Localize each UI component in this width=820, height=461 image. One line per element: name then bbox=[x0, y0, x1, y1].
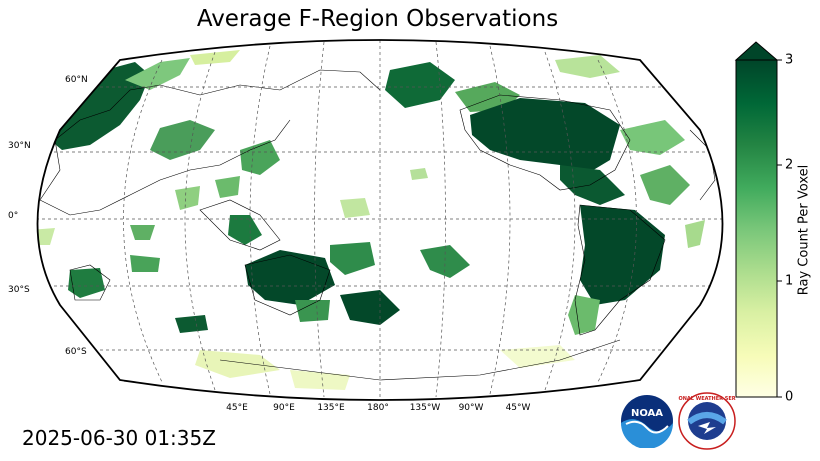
colorbar-tick-0: 0 bbox=[785, 389, 794, 405]
colorbar-label: Ray Count Per Voxel bbox=[796, 164, 812, 296]
lon-label-45e: 45°E bbox=[226, 403, 248, 413]
lat-label-30s: 30°S bbox=[8, 285, 30, 295]
lat-label-equator: 0° bbox=[8, 211, 19, 221]
colorbar bbox=[734, 41, 782, 398]
graticule bbox=[37, 40, 723, 398]
heatmap-europe bbox=[50, 62, 150, 150]
svg-text:NOAA: NOAA bbox=[631, 408, 663, 419]
timestamp: 2025-06-30 01:35Z bbox=[22, 426, 216, 450]
colorbar-tick-1: 1 bbox=[785, 273, 794, 289]
heatmap-alaska bbox=[385, 62, 455, 108]
map-title: Average F-Region Observations bbox=[196, 6, 559, 32]
colorbar-tick-2: 2 bbox=[785, 157, 794, 173]
lon-label-180: 180° bbox=[367, 403, 389, 413]
lon-label-45w: 45°W bbox=[505, 403, 531, 413]
heatmap-north-america bbox=[470, 98, 620, 175]
lat-label-60s: 60°S bbox=[65, 347, 87, 357]
heatmap-east-asia bbox=[240, 140, 280, 175]
lat-label-60n: 60°N bbox=[65, 75, 88, 85]
globe-outline bbox=[36, 39, 724, 401]
lon-label-90e: 90°E bbox=[273, 403, 295, 413]
colorbar-gradient bbox=[735, 59, 778, 398]
heatmap-australia bbox=[68, 268, 105, 298]
heatmap-indian-ocean bbox=[340, 290, 400, 325]
noaa-logo-icon: NOAA bbox=[621, 395, 673, 448]
heatmap-data bbox=[37, 50, 705, 390]
svg-text:NATIONAL WEATHER SERVICE: NATIONAL WEATHER SERVICE bbox=[678, 396, 736, 402]
lon-label-135w: 135°W bbox=[409, 403, 441, 413]
colorbar-extend-arrow bbox=[734, 41, 779, 61]
colorbar-tick-3: 3 bbox=[785, 52, 794, 68]
heatmap-south-america bbox=[580, 205, 665, 305]
lat-label-30n: 30°N bbox=[8, 141, 31, 151]
lon-label-90w: 90°W bbox=[458, 403, 484, 413]
nws-logo-icon: NATIONAL WEATHER SERVICE bbox=[678, 392, 736, 450]
lon-label-135e: 135°E bbox=[317, 403, 345, 413]
